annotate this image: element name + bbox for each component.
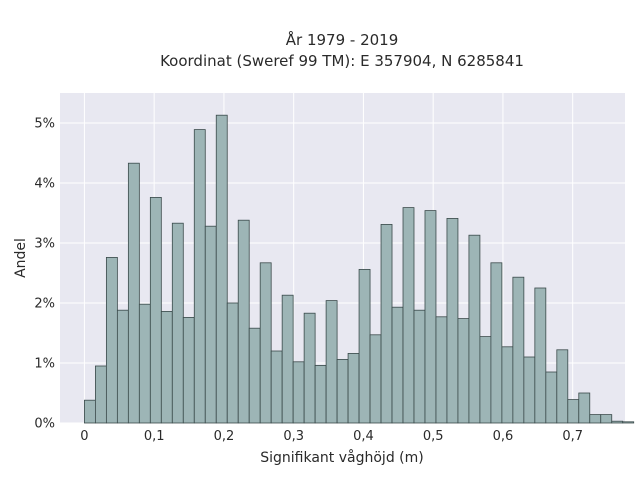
y-axis-label: Andel bbox=[13, 238, 29, 278]
histogram-bar bbox=[534, 287, 547, 424]
histogram-bar bbox=[127, 162, 140, 424]
x-tick-label: 0 bbox=[80, 429, 88, 444]
y-tick-label: 1% bbox=[34, 357, 55, 372]
histogram-bar bbox=[237, 219, 250, 424]
histogram-bar bbox=[325, 300, 338, 424]
histogram-bar bbox=[270, 350, 283, 424]
x-tick-label: 0,6 bbox=[493, 429, 514, 444]
histogram-bar bbox=[446, 217, 459, 424]
histogram-bar bbox=[204, 225, 217, 424]
y-tick-label: 0% bbox=[34, 417, 55, 432]
histogram-bar bbox=[347, 352, 360, 424]
histogram-bar bbox=[611, 420, 624, 424]
histogram-bar bbox=[248, 327, 261, 424]
histogram-bar bbox=[600, 414, 613, 424]
histogram-bar bbox=[501, 346, 514, 424]
y-tick-label: 3% bbox=[34, 237, 55, 252]
chart-title: År 1979 - 2019 bbox=[286, 30, 399, 49]
histogram-bar bbox=[622, 421, 635, 424]
histogram-bar bbox=[160, 310, 173, 424]
histogram-bar bbox=[578, 392, 591, 424]
x-tick-label: 0,5 bbox=[423, 429, 444, 444]
histogram-bar bbox=[545, 371, 558, 424]
histogram-bar bbox=[424, 210, 437, 424]
histogram-bar bbox=[94, 365, 107, 424]
x-tick-label: 0,4 bbox=[353, 429, 374, 444]
histogram-bar bbox=[512, 276, 525, 424]
x-tick-label: 0,3 bbox=[283, 429, 304, 444]
histogram-bar bbox=[303, 312, 316, 424]
x-tick-label: 0,1 bbox=[144, 429, 165, 444]
histogram-bar bbox=[479, 336, 492, 424]
histogram-bar bbox=[314, 364, 327, 424]
histogram-bar bbox=[193, 129, 206, 424]
x-axis-ticks: 0 0,1 0,2 0,3 0,4 0,5 0,6 0,7 bbox=[80, 429, 583, 444]
histogram-bar bbox=[182, 316, 195, 424]
histogram-bar bbox=[105, 256, 118, 424]
histogram-bar bbox=[84, 399, 96, 424]
histogram-bar bbox=[391, 306, 404, 424]
y-axis-ticks: 0% 1% 2% 3% 4% 5% bbox=[34, 117, 55, 432]
histogram-bar bbox=[215, 114, 228, 424]
histogram-bar bbox=[116, 309, 129, 424]
histogram-bar bbox=[358, 268, 371, 424]
histogram-bar bbox=[380, 223, 393, 424]
y-tick-label: 4% bbox=[34, 177, 55, 192]
histogram-bar bbox=[402, 207, 415, 424]
histogram-bar bbox=[336, 358, 349, 424]
histogram-bar bbox=[589, 414, 602, 424]
histogram-bar bbox=[226, 302, 239, 424]
histogram-bar bbox=[523, 356, 536, 424]
histogram-bar bbox=[149, 196, 162, 424]
histogram-bar bbox=[281, 294, 294, 424]
x-tick-label: 0,7 bbox=[562, 429, 583, 444]
histogram-bar bbox=[369, 334, 382, 424]
x-tick-label: 0,2 bbox=[214, 429, 235, 444]
histogram-bar bbox=[292, 361, 305, 424]
histogram-bar bbox=[556, 349, 569, 424]
histogram-bar bbox=[457, 318, 470, 424]
histogram-bar bbox=[413, 309, 426, 424]
histogram-bars bbox=[84, 114, 635, 424]
histogram-bar bbox=[138, 303, 151, 424]
y-tick-label: 5% bbox=[34, 117, 55, 132]
histogram-bar bbox=[567, 399, 580, 424]
histogram-bar bbox=[171, 222, 184, 424]
chart-subtitle: Koordinat (Sweref 99 TM): E 357904, N 62… bbox=[160, 52, 524, 70]
histogram-bar bbox=[468, 234, 481, 424]
histogram-bar bbox=[490, 262, 503, 424]
y-tick-label: 2% bbox=[34, 297, 55, 312]
histogram-bar bbox=[259, 262, 272, 424]
histogram-bar bbox=[435, 316, 448, 424]
x-axis-label: Signifikant våghöjd (m) bbox=[260, 449, 423, 466]
